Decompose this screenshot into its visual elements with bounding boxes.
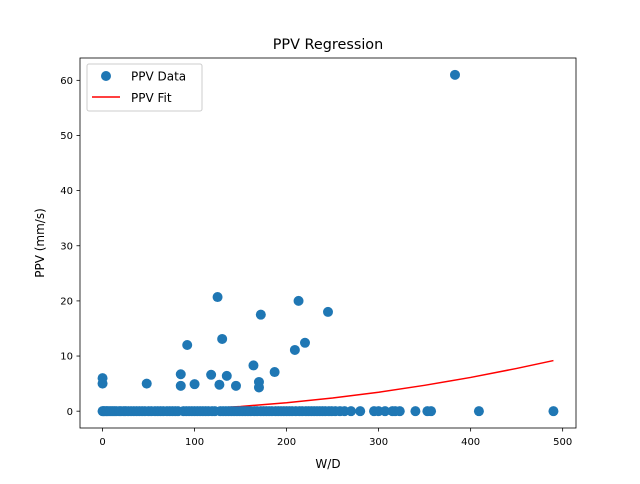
data-point <box>289 344 300 355</box>
data-point <box>426 406 437 417</box>
data-point <box>293 295 304 306</box>
data-point <box>410 406 421 417</box>
data-point <box>175 380 186 391</box>
x-axis-label: W/D <box>315 457 340 471</box>
data-point <box>141 378 152 389</box>
data-point <box>214 379 225 390</box>
x-tick-label: 300 <box>369 437 388 448</box>
data-point <box>548 406 559 417</box>
x-tick-label: 0 <box>99 437 105 448</box>
x-axis: 0 100 200 300 400 500 <box>99 428 572 448</box>
data-point <box>473 406 484 417</box>
data-point <box>355 406 366 417</box>
data-point <box>217 333 228 344</box>
data-point <box>394 406 405 417</box>
data-point <box>269 367 280 378</box>
data-point <box>253 382 264 393</box>
y-tick-label: 60 <box>60 76 73 87</box>
x-tick-label: 400 <box>461 437 480 448</box>
x-tick-label: 500 <box>553 437 572 448</box>
data-point <box>182 340 193 351</box>
data-point <box>449 69 460 80</box>
data-point <box>212 292 223 303</box>
data-point <box>299 337 310 348</box>
y-tick-label: 50 <box>60 131 73 142</box>
axes-frame <box>79 57 577 429</box>
data-point <box>323 306 333 317</box>
data-point <box>380 406 391 417</box>
y-tick-label: 30 <box>60 241 73 252</box>
data-point <box>206 369 217 380</box>
x-tick-label: 200 <box>277 437 296 448</box>
y-axis: 0 10 20 30 40 50 60 <box>60 76 80 418</box>
legend-fit-label: PPV Fit <box>131 91 172 105</box>
data-point <box>97 378 108 389</box>
chart-title: PPV Regression <box>273 37 384 53</box>
legend-data-marker <box>101 71 111 81</box>
y-tick-label: 10 <box>60 352 73 363</box>
y-tick-label: 0 <box>67 407 73 418</box>
data-point <box>346 406 357 417</box>
data-point <box>230 380 241 391</box>
points-layer <box>97 69 559 417</box>
y-axis-label: PPV (mm/s) <box>33 208 47 278</box>
data-point <box>221 370 232 381</box>
data-point <box>175 369 186 380</box>
data-point <box>248 360 259 371</box>
legend-box <box>86 63 203 112</box>
data-point <box>189 379 200 390</box>
x-tick-label: 100 <box>185 437 204 448</box>
data-point <box>255 309 266 320</box>
y-tick-label: 20 <box>60 296 73 307</box>
y-tick-label: 40 <box>60 186 73 197</box>
legend-data-label: PPV Data <box>131 70 186 84</box>
legend: PPV Data PPV Fit <box>86 63 203 112</box>
